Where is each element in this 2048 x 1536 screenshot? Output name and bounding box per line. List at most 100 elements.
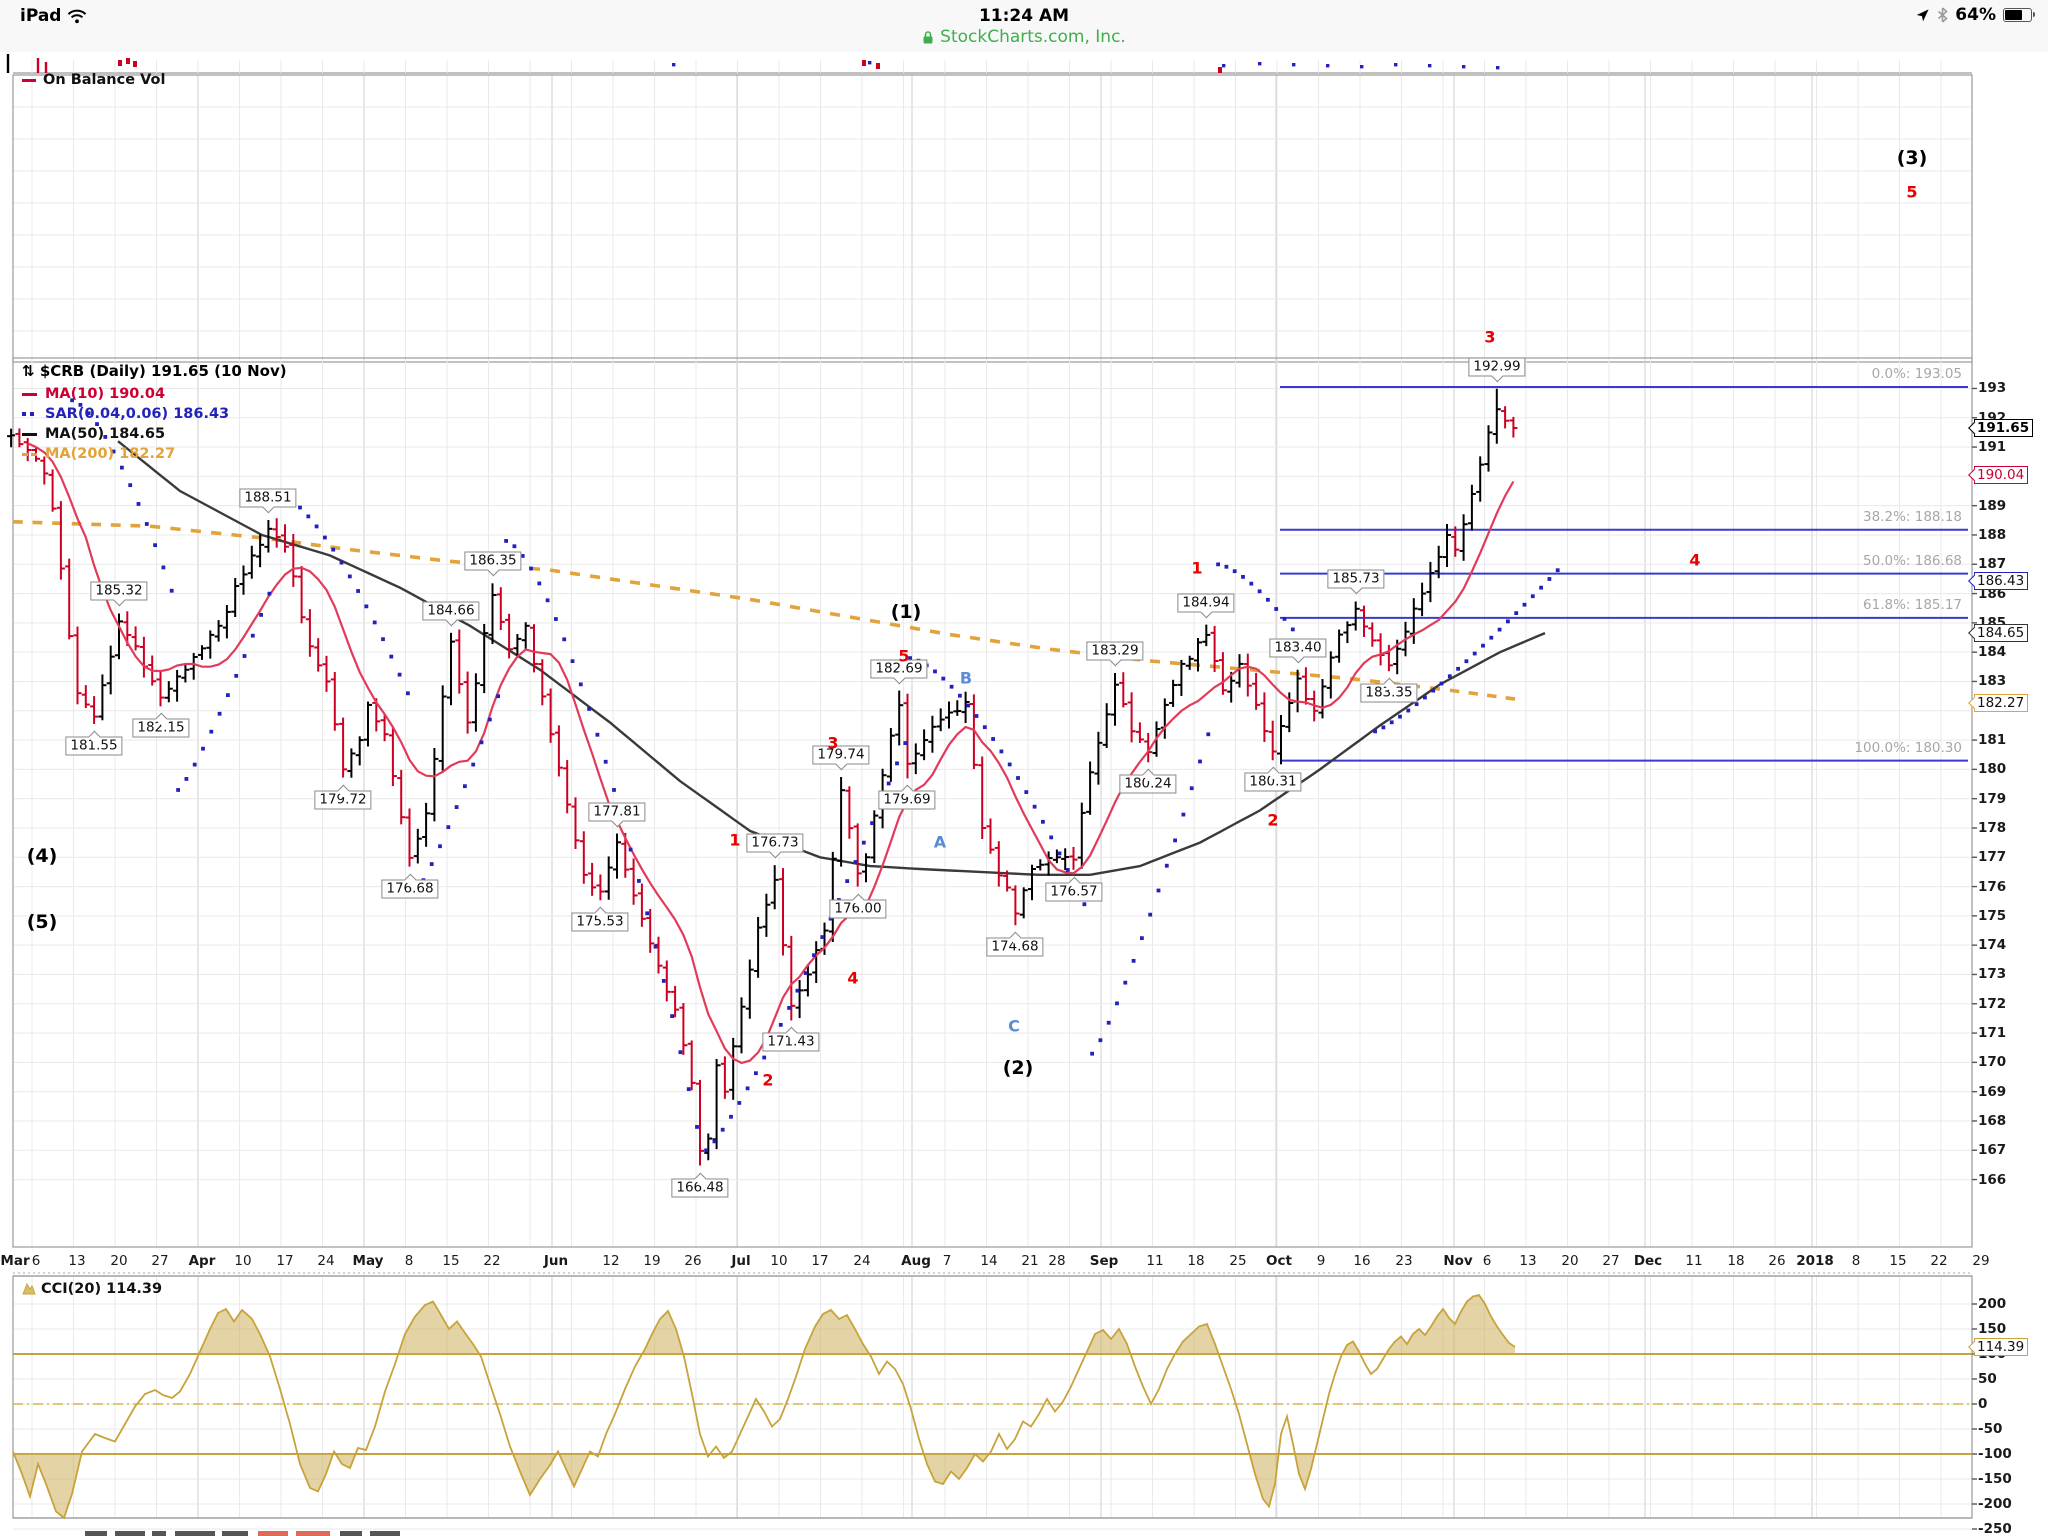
sar-dot xyxy=(397,672,402,677)
ma200-dotted xyxy=(709,591,721,597)
url-text: StockCharts.com, Inc. xyxy=(940,27,1126,47)
sar-dot xyxy=(603,759,608,764)
sar-dot xyxy=(1057,851,1062,856)
cutoff-next-legend-fragment xyxy=(258,1531,288,1536)
ma200-dotted xyxy=(1109,654,1121,660)
ma200-dotted xyxy=(869,618,881,625)
cutoff-sar-dot xyxy=(1222,64,1226,68)
cci-fill xyxy=(923,1454,989,1484)
sar-dot xyxy=(413,890,417,895)
sar-dot xyxy=(306,514,311,519)
sar-dot xyxy=(1082,902,1087,907)
ma200-dotted xyxy=(1009,641,1021,647)
sar-dot xyxy=(267,591,272,596)
legend-label: MA(200) 182.27 xyxy=(45,446,176,462)
clock: 11:24 AM xyxy=(978,6,1070,26)
sar-dot xyxy=(331,547,336,552)
legend-swatch-icon xyxy=(22,453,37,456)
sar-dot xyxy=(471,762,476,767)
ma200-dotted xyxy=(1049,647,1061,653)
ma200-dotted xyxy=(849,615,861,621)
indicator-legend: SAR(0.04,0.06) 186.43 xyxy=(22,404,229,424)
sar-dot xyxy=(356,589,360,593)
cutoff-next-legend-fragment xyxy=(115,1531,145,1536)
sar-dot xyxy=(1497,627,1502,632)
sar-dot xyxy=(273,489,277,494)
cci-fill xyxy=(1175,1324,1219,1354)
sar-dot xyxy=(209,729,214,734)
sar-dot xyxy=(1232,569,1237,574)
sar-dot xyxy=(95,422,99,426)
safari-url-bar[interactable]: StockCharts.com, Inc. xyxy=(0,27,2048,49)
sar-dot xyxy=(982,725,987,730)
legend-label: MA(50) 184.65 xyxy=(45,426,166,442)
sar-dot xyxy=(1189,786,1194,791)
sar-dot xyxy=(136,502,141,506)
cutoff-red-fragment xyxy=(118,60,122,66)
ma200-dotted xyxy=(389,552,401,558)
sar-dot xyxy=(86,411,91,416)
sar-dot xyxy=(259,612,263,617)
cci-fill xyxy=(513,1454,557,1495)
ma200-dotted xyxy=(769,601,781,607)
ma200-dotted xyxy=(1409,683,1421,689)
sar-dot xyxy=(429,862,434,866)
sar-dot xyxy=(487,717,492,722)
sar-dot xyxy=(323,535,327,540)
sar-dot xyxy=(1198,759,1202,764)
sar-dot xyxy=(637,879,641,883)
cutoff-next-legend-fragment xyxy=(296,1531,330,1536)
sar-dot xyxy=(1032,804,1037,809)
sar-dot xyxy=(1389,720,1394,725)
sar-dot xyxy=(281,492,286,497)
sar-dot xyxy=(184,777,189,781)
ma200-dotted xyxy=(1369,679,1381,684)
sar-dot xyxy=(1489,635,1494,640)
sar-dot xyxy=(1173,838,1177,843)
sar-dot xyxy=(512,544,517,549)
sar-dot xyxy=(1206,732,1211,737)
sar-dot xyxy=(878,801,883,806)
sar-dot xyxy=(529,566,533,571)
sar-dot xyxy=(144,522,149,526)
ma200-dotted xyxy=(509,564,521,570)
ios-status-bar: iPad 11:24 AM 64% StockCharts.com, Inc. xyxy=(0,0,2048,52)
cutoff-red-fragment xyxy=(1218,67,1222,73)
ma200-dotted xyxy=(589,574,601,580)
sar-dot xyxy=(1547,577,1552,581)
ma200-dotted xyxy=(170,526,181,532)
sar-dot xyxy=(289,498,294,502)
sar-dot xyxy=(812,953,816,958)
sar-dot xyxy=(479,740,484,745)
ma200-dotted xyxy=(1486,693,1497,699)
sar-dot xyxy=(496,694,500,699)
sar-dot xyxy=(1024,790,1029,794)
sar-dot xyxy=(372,620,377,625)
ma200-dotted xyxy=(330,545,341,551)
sar-dot xyxy=(991,737,995,741)
sar-dot xyxy=(1181,812,1186,817)
sar-dot xyxy=(704,1148,708,1153)
cutoff-sar-dot xyxy=(1360,65,1364,69)
sar-dot xyxy=(1381,725,1386,730)
sar-dot xyxy=(217,711,222,716)
sar-dot xyxy=(347,574,352,579)
cutoff-next-legend-fragment xyxy=(175,1531,215,1536)
sar-dot xyxy=(828,916,833,921)
sar-dot xyxy=(1282,616,1287,621)
ma200-dotted xyxy=(1029,644,1041,650)
legend-swatch-icon xyxy=(22,433,37,436)
sar-dot xyxy=(1140,936,1144,941)
sar-dot xyxy=(226,693,230,698)
sar-dot xyxy=(795,988,800,993)
ma50-line xyxy=(117,440,1546,876)
battery-percent: 64% xyxy=(1955,5,1996,25)
sar-dot xyxy=(820,935,825,939)
ma200-dotted xyxy=(729,594,741,600)
cutoff-next-legend-fragment xyxy=(222,1531,248,1536)
ma200-dotted xyxy=(1468,690,1479,696)
cutoff-sar-dot xyxy=(672,63,676,67)
cci-fill xyxy=(559,1454,589,1487)
sar-dot xyxy=(587,707,591,711)
